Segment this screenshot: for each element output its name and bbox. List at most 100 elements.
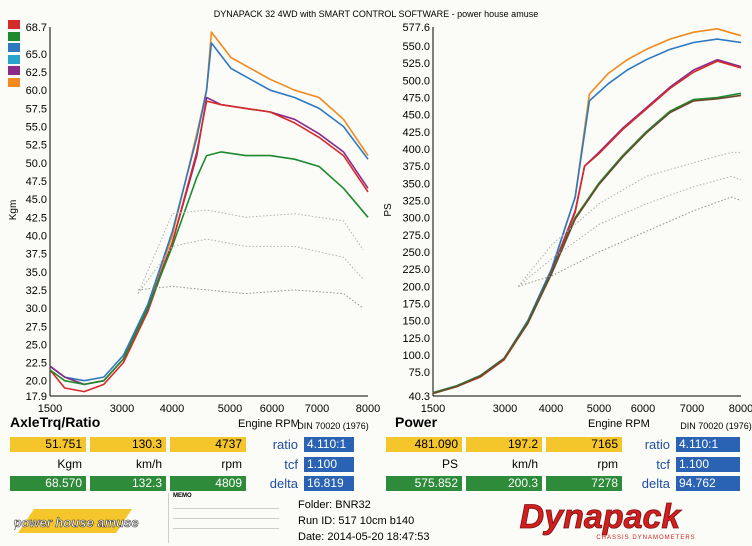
- power-y-tick-label: 450.0: [402, 110, 430, 122]
- power-series-line: [432, 94, 742, 395]
- memo-line: [173, 528, 279, 529]
- power-x-tick-label: 5000: [587, 403, 611, 415]
- power-y-tick-label: 375.0: [402, 161, 430, 173]
- torque-x-tick-label: 1500: [38, 403, 62, 415]
- ratio-label: ratio: [272, 437, 298, 452]
- memo-line: [173, 518, 279, 519]
- power-chart: 577.6 550.0 525.0 500.0 475.0 450.0 425.0 400.0…: [383, 22, 752, 431]
- torque-series-line: [49, 151, 369, 386]
- torque-y-tick-label: 42.5: [26, 212, 47, 224]
- memo-box: MEMO: [168, 493, 281, 543]
- power-series-line: [432, 38, 742, 394]
- power-y-tick-label: 275.0: [402, 230, 430, 242]
- power-y-tick-label: 500.0: [402, 75, 430, 87]
- power-chart-title: Power: [395, 414, 438, 430]
- power-y-tick-label: 125.0: [402, 333, 430, 345]
- torque-y-tick-label: 37.5: [26, 249, 47, 261]
- power-series-line: [432, 92, 742, 394]
- power-y-tick-label: 200.0: [402, 281, 430, 293]
- series-swatch: [8, 77, 20, 87]
- power-rpm-max-value: 7278: [546, 476, 622, 491]
- power-y-tick-label: 225.0: [402, 264, 430, 276]
- torque-series-line: [49, 42, 369, 382]
- ratio-label-right: ratio: [644, 437, 670, 452]
- speed-value: 130.3: [90, 437, 166, 452]
- power-series-line-dotted: [517, 175, 742, 287]
- tcf-label: tcf: [284, 457, 298, 472]
- memo-title: MEMO: [173, 493, 192, 499]
- delta-value-right: 94.762: [676, 476, 740, 491]
- torque-chart-title: AxleTrq/Ratio: [10, 414, 100, 430]
- series-swatch: [8, 43, 20, 52]
- delta-value: 16.819: [304, 476, 354, 491]
- power-x-tick-label: 6000: [631, 403, 655, 415]
- date-info: Date: 2014-05-20 18:47:53: [298, 531, 430, 543]
- power-rpm-unit: rpm: [597, 457, 618, 471]
- power-y-tick-label: 475.0: [402, 92, 430, 104]
- power-y-tick-label: 150.0: [402, 316, 430, 328]
- power-y-tick-label: 425.0: [402, 127, 430, 139]
- torque-y-tick-label: 55.0: [26, 122, 47, 134]
- rpm-max-value: 4809: [170, 476, 246, 491]
- power-y-tick-label: 75.0: [409, 367, 430, 379]
- torque-y-tick-label: 25.0: [26, 339, 47, 351]
- power-y-tick-label: 325.0: [402, 195, 430, 207]
- power-y-tick-label: 525.0: [402, 58, 430, 70]
- torque-x-tick-label: 8000: [356, 403, 380, 415]
- dynapack-logo-text: Dynapack: [520, 498, 683, 536]
- torque-y-tick-label: 22.5: [26, 358, 47, 370]
- torque-standard-label: DIN 70020 (1976): [297, 421, 369, 431]
- torque-x-tick-label: 5000: [218, 403, 242, 415]
- torque-y-tick-label: 27.5: [26, 321, 47, 333]
- power-y-tick-label: 350.0: [402, 178, 430, 190]
- dynapack-logo: Dynapack CHASSIS DYNAMOMETERS: [519, 498, 694, 541]
- memo-line: [173, 508, 279, 509]
- power-speed-value: 197.2: [466, 437, 542, 452]
- torque-y-tick-label: 68.7: [26, 22, 47, 34]
- torque-max-value: 68.570: [10, 476, 86, 491]
- power-speed-unit: km/h: [511, 457, 538, 471]
- torque-x-tick-label: 4000: [160, 403, 184, 415]
- power-y-tick-label: 175.0: [402, 298, 430, 310]
- torque-unit: Kgm: [57, 457, 82, 471]
- torque-y-tick-label: 40.0: [26, 230, 47, 242]
- ratio-value-right: 4.110:1: [676, 437, 740, 452]
- power-x-tick-label: 3000: [493, 403, 517, 415]
- torque-x-tick-label: 6000: [260, 403, 284, 415]
- power-x-tick-label: 7000: [680, 403, 704, 415]
- power-standard-label: DIN 70020 (1976): [680, 421, 752, 431]
- torque-y-tick-label: 20.0: [26, 376, 47, 388]
- torque-x-tick-label: 3000: [110, 403, 134, 415]
- power-max-value: 575.852: [386, 476, 462, 491]
- torque-y-tick-label: 30.0: [26, 303, 47, 315]
- tcf-label-right: tcf: [656, 457, 670, 472]
- torque-y-tick-label: 47.5: [26, 176, 47, 188]
- series-swatch: [8, 31, 20, 41]
- run-id-info: Run ID: 517 10cm b140: [298, 515, 415, 527]
- power-y-tick-label: 100.0: [402, 350, 430, 362]
- ratio-value: 4.110:1: [304, 437, 354, 452]
- series-swatch: [8, 54, 20, 64]
- torque-y-tick-label: 35.0: [26, 267, 47, 279]
- torque-series-line: [49, 100, 369, 393]
- power-x-tick-label: 4000: [539, 403, 563, 415]
- torque-series-line: [49, 31, 369, 386]
- speed-max-value: 132.3: [90, 476, 166, 491]
- power-y-tick-label: 400.0: [402, 144, 430, 156]
- torque-y-tick-label: 57.5: [26, 103, 47, 115]
- amuse-logo: power house amuse: [14, 503, 142, 539]
- torque-series-line-dotted: [137, 209, 364, 294]
- power-value: 481.090: [386, 437, 462, 452]
- amuse-logo-text: power house amuse: [14, 515, 138, 530]
- tcf-value-right: 1.100: [676, 457, 740, 472]
- power-x-axis-label: Engine RPM: [588, 418, 650, 430]
- power-y-tick-label: 577.6: [402, 22, 430, 34]
- series-swatch: [8, 20, 20, 29]
- power-series-line-dotted: [517, 151, 741, 287]
- torque-y-tick-label: 65.0: [26, 49, 47, 61]
- torque-y-tick-label: 50.0: [26, 158, 47, 170]
- torque-x-tick-label: 7000: [305, 403, 329, 415]
- folder-info: Folder: BNR32: [298, 499, 371, 511]
- power-y-tick-label: 550.0: [402, 41, 430, 53]
